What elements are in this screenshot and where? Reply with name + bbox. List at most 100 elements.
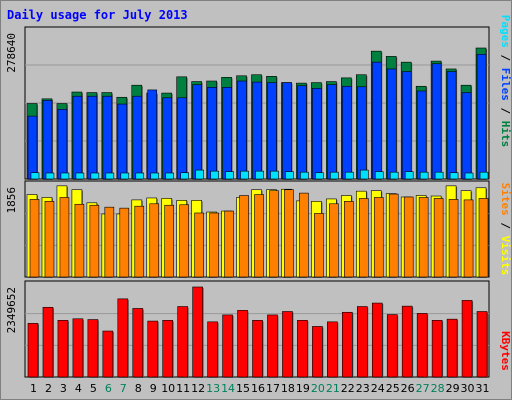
x-tick-label: 13 <box>206 382 220 395</box>
kbytes-bar <box>297 320 308 378</box>
files-bar <box>222 87 232 180</box>
kbytes-bar <box>371 302 383 378</box>
pages-bar <box>45 172 55 180</box>
sites-bar <box>284 189 294 278</box>
sites-bar <box>299 192 309 278</box>
legend-entry-files: Files <box>499 68 511 101</box>
files-bar <box>57 109 68 180</box>
panel-1-legend: Sites / Visits <box>499 183 511 276</box>
kbytes-bar <box>87 319 99 378</box>
chart-title: Daily usage for July 2013 <box>7 8 188 22</box>
x-tick-label: 12 <box>191 382 205 395</box>
legend-entry-hits: Hits <box>499 121 511 148</box>
pages-bar <box>345 171 354 180</box>
sites-bar <box>179 204 189 278</box>
files-bar <box>147 89 158 180</box>
kbytes-bar <box>356 306 368 378</box>
pages-bar <box>195 169 204 180</box>
sites-bar <box>59 197 70 278</box>
sites-bar <box>164 204 175 278</box>
x-tick-label: 8 <box>135 382 142 395</box>
legend-separator: / <box>499 48 511 68</box>
files-bar <box>27 115 38 180</box>
sites-bar <box>29 199 40 278</box>
sites-bar <box>134 205 145 278</box>
pages-bar <box>225 171 234 180</box>
sites-bar <box>478 198 489 278</box>
pages-bar <box>240 170 249 180</box>
x-tick-label: 2 <box>45 382 52 395</box>
pages-bar <box>180 172 189 180</box>
x-tick-label: 6 <box>105 382 112 395</box>
sites-bar <box>403 196 414 278</box>
sites-bar <box>209 212 219 278</box>
kbytes-bar <box>117 298 129 378</box>
pages-bar <box>210 170 219 180</box>
x-tick-label: 24 <box>371 382 385 395</box>
files-bar <box>102 95 113 180</box>
sites-bar <box>433 198 444 278</box>
pages-bar <box>135 172 145 180</box>
kbytes-bar <box>177 306 188 378</box>
sites-bar <box>239 195 249 278</box>
sites-bar <box>329 203 339 278</box>
x-tick-label: 14 <box>221 382 235 395</box>
files-bar <box>356 86 367 180</box>
sites-bar <box>358 198 369 278</box>
panel-2-legend: KBytes <box>499 331 511 371</box>
legend-entry-sites: Sites <box>499 183 511 216</box>
x-tick-label: 20 <box>311 382 325 395</box>
kbytes-bar <box>386 314 398 378</box>
pages-bar <box>359 169 369 180</box>
kbytes-bar <box>401 305 413 378</box>
files-bar <box>282 82 292 180</box>
kbytes-bar <box>282 311 293 378</box>
kbytes-bar <box>461 300 473 378</box>
files-bar <box>461 92 472 180</box>
sites-bar <box>344 201 354 278</box>
pages-bar <box>374 171 384 180</box>
kbytes-bar <box>162 320 174 378</box>
kbytes-bar <box>342 311 353 378</box>
x-tick-label: 10 <box>161 382 175 395</box>
x-tick-label: 30 <box>461 382 475 395</box>
kbytes-bar <box>431 320 443 378</box>
sites-bar <box>194 212 204 278</box>
legend-separator: / <box>499 216 511 236</box>
x-tick-label: 23 <box>356 382 370 395</box>
pages-bar <box>434 171 444 180</box>
pages-bar <box>449 172 459 180</box>
sites-bar <box>314 213 324 278</box>
sites-bar <box>418 197 429 278</box>
panel-2-y-max-label: 2349652 <box>5 287 18 333</box>
kbytes-bar <box>222 314 233 378</box>
x-tick-label: 29 <box>446 382 460 395</box>
kbytes-bar <box>312 326 323 378</box>
x-tick-label: 16 <box>251 382 265 395</box>
files-bar <box>416 90 427 180</box>
x-tick-label: 21 <box>326 382 340 395</box>
kbytes-bar <box>207 321 218 378</box>
panel-0-legend: Pages / Files / Hits <box>499 15 511 148</box>
pages-bar <box>150 172 160 180</box>
legend-entry-visits: Visits <box>499 236 511 276</box>
files-bar <box>342 85 352 180</box>
x-tick-label: 27 <box>416 382 430 395</box>
x-tick-label: 11 <box>176 382 190 395</box>
x-tick-label: 25 <box>386 382 400 395</box>
x-tick-label: 18 <box>281 382 295 395</box>
files-bar <box>237 80 247 180</box>
kbytes-bar <box>57 320 69 378</box>
pages-bar <box>105 172 115 180</box>
kbytes-bar <box>476 311 488 378</box>
kbytes-bar <box>72 318 84 378</box>
legend-separator: / <box>499 101 511 121</box>
x-tick-label: 28 <box>431 382 445 395</box>
kbytes-bar <box>327 321 338 378</box>
pages-bar <box>330 171 339 180</box>
kbytes-bar <box>237 310 248 378</box>
x-tick-label: 31 <box>476 382 490 395</box>
pages-bar <box>120 172 130 180</box>
pages-bar <box>165 172 175 180</box>
